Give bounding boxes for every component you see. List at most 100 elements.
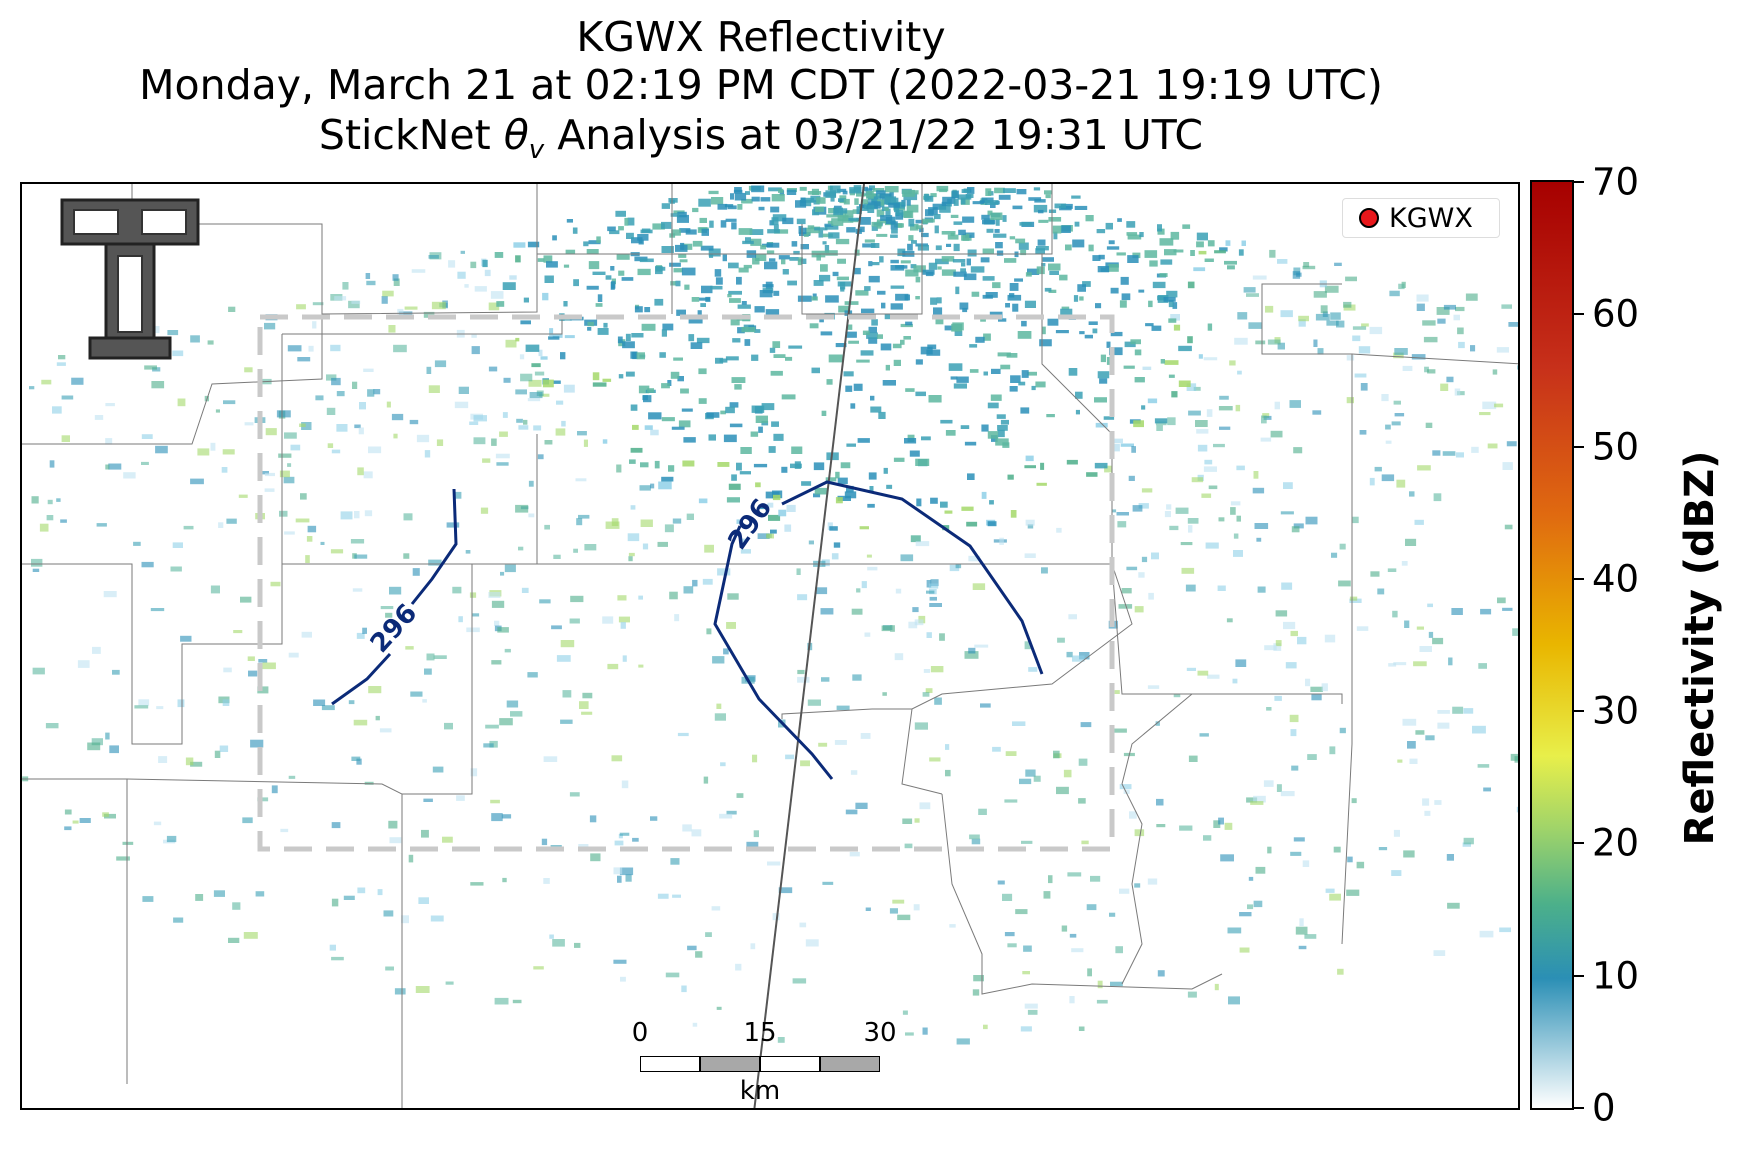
echo-pixel	[1024, 465, 1036, 469]
echo-pixel	[1157, 970, 1165, 977]
echo-pixel	[866, 554, 872, 558]
echo-pixel	[1298, 315, 1309, 322]
echo-pixel	[1295, 926, 1308, 935]
echo-pixel	[1138, 289, 1145, 293]
echo-pixel	[675, 244, 688, 252]
echo-pixel	[1397, 759, 1403, 763]
colorbar-tick-label: 10	[1592, 954, 1640, 998]
echo-pixel	[521, 587, 529, 593]
echo-pixel	[862, 243, 876, 248]
echo-pixel	[699, 297, 710, 301]
echo-pixel	[287, 463, 292, 467]
echo-pixel	[528, 513, 535, 518]
echo-pixel	[523, 419, 528, 425]
echo-pixel	[1477, 764, 1490, 768]
echo-pixel	[1217, 585, 1226, 591]
echo-pixel	[975, 336, 985, 343]
echo-pixel	[825, 190, 837, 198]
echo-pixel	[1264, 645, 1277, 651]
echo-pixel	[409, 419, 419, 425]
echo-pixel	[290, 444, 301, 451]
echo-pixel	[354, 424, 361, 429]
echo-pixel	[228, 306, 236, 312]
echo-pixel	[334, 296, 347, 301]
echo-pixel	[1193, 386, 1201, 391]
echo-pixel	[1028, 667, 1038, 672]
echo-pixel	[350, 539, 365, 544]
echo-pixel	[917, 244, 929, 251]
echo-pixel	[248, 670, 258, 677]
echo-pixel	[473, 415, 487, 422]
echo-pixel	[1293, 523, 1304, 529]
echo-pixel	[544, 275, 554, 283]
echo-pixel	[343, 895, 355, 900]
echo-pixel	[1157, 295, 1167, 301]
echo-pixel	[1224, 260, 1237, 265]
echo-pixel	[726, 622, 736, 629]
echo-pixel	[504, 648, 511, 653]
echo-pixel	[1041, 326, 1046, 335]
echo-pixel	[686, 513, 694, 520]
echo-pixel	[1403, 850, 1415, 858]
echo-pixel	[778, 188, 784, 193]
echo-pixel	[840, 462, 851, 469]
echo-pixel	[464, 284, 469, 288]
echo-pixel	[773, 354, 786, 358]
echo-pixel	[671, 229, 681, 236]
echo-pixel	[1302, 265, 1316, 270]
echo-pixel	[678, 254, 687, 258]
echo-pixel	[1074, 205, 1088, 210]
echo-pixel	[871, 319, 878, 326]
echo-pixel	[242, 817, 253, 824]
echo-pixel	[416, 434, 430, 443]
echo-pixel	[861, 199, 869, 205]
echo-pixel	[506, 700, 519, 708]
echo-pixel	[767, 229, 780, 234]
echo-pixel	[221, 467, 228, 473]
echo-pixel	[1100, 354, 1106, 363]
echo-pixel	[1324, 634, 1336, 643]
echo-pixel	[1205, 542, 1219, 549]
echo-pixel	[1188, 755, 1198, 762]
echo-pixel	[1111, 509, 1117, 513]
echo-pixel	[1432, 450, 1441, 456]
echo-pixel	[1159, 238, 1174, 246]
echo-pixel	[771, 421, 779, 427]
echo-pixel	[1198, 354, 1203, 359]
echo-pixel	[867, 205, 875, 213]
echo-pixel	[846, 443, 856, 447]
echo-pixel	[1180, 542, 1193, 546]
echo-pixel	[1433, 950, 1446, 956]
echo-pixel	[549, 934, 554, 939]
echo-pixel	[1361, 323, 1369, 327]
echo-pixel	[1405, 538, 1417, 546]
echo-pixel	[1440, 383, 1449, 391]
echo-pixel	[754, 329, 761, 333]
echo-pixel	[1315, 313, 1330, 321]
echo-pixel	[1250, 801, 1264, 805]
echo-pixel	[1084, 334, 1093, 339]
echo-pixel	[1448, 657, 1453, 666]
echo-pixel	[900, 260, 911, 264]
echo-pixel	[669, 262, 681, 267]
echo-pixel	[750, 431, 759, 437]
echo-pixel	[356, 758, 362, 765]
echo-pixel	[393, 344, 407, 353]
echo-pixel	[621, 277, 634, 281]
echo-pixel	[711, 197, 724, 205]
echo-pixel	[784, 524, 792, 532]
echo-pixel	[1105, 222, 1113, 230]
echo-pixel	[885, 208, 891, 216]
echo-pixel	[587, 327, 592, 331]
echo-pixel	[1147, 878, 1158, 885]
echo-pixel	[960, 268, 966, 273]
echo-pixel	[846, 227, 856, 233]
echo-pixel	[1220, 854, 1234, 862]
echo-pixel	[915, 359, 923, 365]
echo-pixel	[431, 301, 446, 310]
echo-pixel	[1187, 281, 1195, 289]
echo-pixel	[967, 473, 975, 480]
echo-pixel	[602, 439, 608, 444]
echo-pixel	[727, 593, 739, 600]
echo-pixel	[821, 410, 827, 416]
